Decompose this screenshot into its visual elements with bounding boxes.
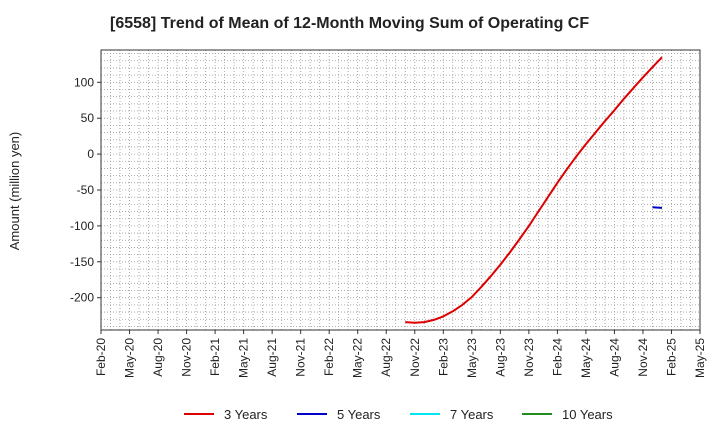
x-tick-label: May-21 [237,338,251,378]
x-tick-label: Feb-24 [550,338,564,376]
series-line-5-years [652,206,663,209]
x-tick-label: Nov-20 [180,338,194,377]
legend-label-3-years: 3 Years [224,407,268,422]
x-axis: Feb-20 May-20 Aug-20 Nov-20 Feb-21 May-21 Aug-… [94,330,707,378]
x-tick-label: Aug-24 [607,338,621,377]
x-tick-label: Nov-22 [408,338,422,377]
chart-title: [6558] Trend of Mean of 12-Month Moving … [110,15,589,32]
x-tick-label: May-24 [579,338,593,378]
plot-border [100,49,701,331]
x-tick-label: Aug-22 [379,338,393,377]
legend-label-7-years: 7 Years [450,407,494,422]
x-tick-label: May-22 [351,338,365,378]
x-tick-label: Feb-22 [322,338,336,376]
x-tick-label: Nov-21 [294,338,308,377]
legend-label-5-years: 5 Years [337,407,381,422]
y-tick-label: -200 [70,291,94,305]
x-tick-label: Aug-23 [493,338,507,377]
y-tick-label: -150 [70,255,94,269]
x-tick-label: Feb-21 [208,338,222,376]
y-tick-label: 50 [81,111,95,125]
y-tick-label: -100 [70,219,94,233]
x-tick-label: May-23 [465,338,479,378]
y-tick-label: -50 [77,183,95,197]
y-tick-label: 0 [87,147,94,161]
grid [101,50,700,330]
y-axis-label: Amount (million yen) [7,132,22,251]
legend: 3 Years 5 Years 7 Years 10 Years [184,407,613,422]
x-tick-label: May-25 [693,338,707,378]
y-tick-label: 100 [74,75,94,89]
legend-label-10-years: 10 Years [562,407,613,422]
x-tick-label: Feb-25 [664,338,678,376]
series-line-3-years [405,56,663,324]
x-tick-label: Aug-20 [151,338,165,377]
x-tick-label: Aug-21 [265,338,279,377]
x-tick-label: May-20 [123,338,137,378]
x-tick-label: Nov-23 [522,338,536,377]
x-tick-label: Nov-24 [636,338,650,377]
series-group [405,56,663,324]
y-axis: 100 50 0 -50 -100 -150 -200 [70,75,101,305]
plot-frame [100,49,701,331]
x-tick-label: Feb-20 [94,338,108,376]
x-tick-label: Feb-23 [436,338,450,376]
